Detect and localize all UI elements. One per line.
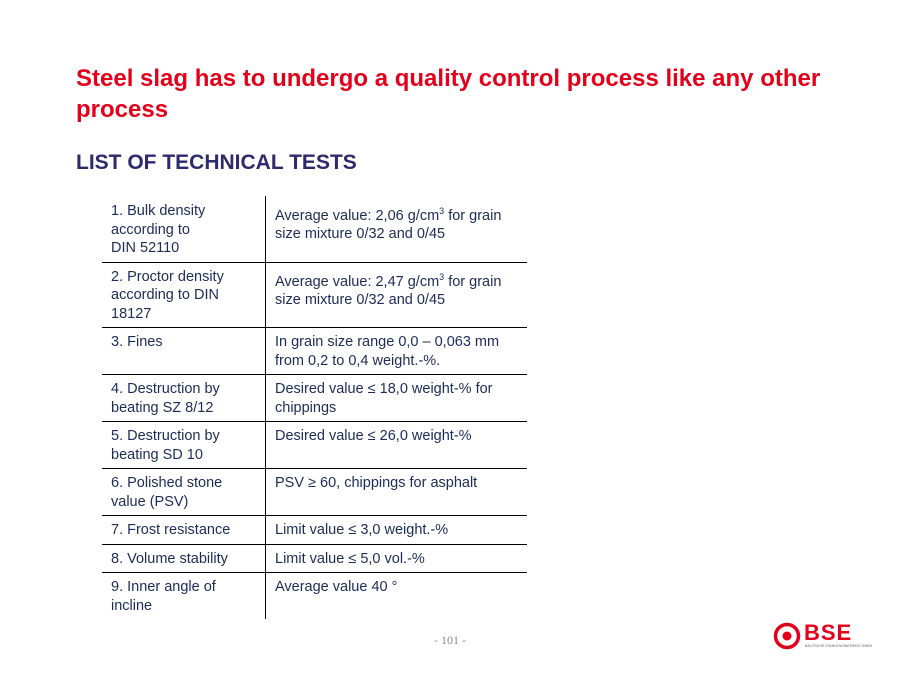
table-row: 6. Polished stone value (PSV) PSV ≥ 60, c… <box>102 468 527 516</box>
test-value: Desired value ≤ 18,0 weight-% for chippi… <box>265 374 527 422</box>
page-number: - 101 - <box>434 633 466 647</box>
test-name: 6. Polished stone value (PSV) <box>102 468 266 516</box>
test-name: 5. Destruction by beating SD 10 <box>102 421 266 469</box>
technical-tests-table: 1. Bulk density according to DIN 52110 Ave… <box>102 196 527 619</box>
test-value: In grain size range 0,0 – 0,063 mm from … <box>265 327 527 375</box>
test-value: PSV ≥ 60, chippings for asphalt <box>265 468 527 516</box>
test-name: 4. Destruction by beating SZ 8/12 <box>102 374 266 422</box>
test-value: Average value: 2,06 g/cm3 for grain size… <box>265 196 527 262</box>
table-row: 9. Inner angle of incline Average value 4… <box>102 572 527 619</box>
table-row: 4. Destruction by beating SZ 8/12 Desired… <box>102 374 527 422</box>
table-row: 7. Frost resistance Limit value ≤ 3,0 we… <box>102 515 527 544</box>
table-row: 5. Destruction by beating SD 10 Desired v… <box>102 421 527 469</box>
test-name: 9. Inner angle of incline <box>102 572 266 619</box>
test-name: 2. Proctor density according to DIN 18127 <box>102 261 266 328</box>
test-value: Average value: 2,47 g/cm3 for grain size… <box>265 261 527 328</box>
table-row: 1. Bulk density according to DIN 52110 Ave… <box>102 196 527 262</box>
table-row: 2. Proctor density according to DIN 18127 … <box>102 261 527 328</box>
bse-logo-mark-icon <box>773 622 801 650</box>
table-row: 3. Fines In grain size range 0,0 – 0,063… <box>102 327 527 375</box>
test-value: Limit value ≤ 3,0 weight.-% <box>265 515 527 544</box>
test-value: Average value 40 ° <box>265 572 527 619</box>
section-heading: LIST OF TECHNICAL TESTS <box>76 151 357 174</box>
test-name: 8. Volume stability <box>102 543 266 573</box>
test-name: 3. Fines <box>102 327 266 375</box>
test-name: 7. Frost resistance <box>102 515 266 544</box>
slide-title: Steel slag has to undergo a quality cont… <box>76 65 821 123</box>
logo-tagline: BALTISCHE STAHLENGINEERING GMBH <box>805 644 873 648</box>
test-value: Limit value ≤ 5,0 vol.-% <box>265 543 527 573</box>
test-name: 1. Bulk density according to DIN 52110 <box>111 203 206 256</box>
logo-wordmark: BSE <box>804 620 853 645</box>
bse-logo: BSE BALTISCHE STAHLENGINEERING GMBH <box>773 620 883 654</box>
test-value: Desired value ≤ 26,0 weight-% <box>265 421 527 469</box>
table-row: 8. Volume stability Limit value ≤ 5,0 vo… <box>102 543 527 573</box>
